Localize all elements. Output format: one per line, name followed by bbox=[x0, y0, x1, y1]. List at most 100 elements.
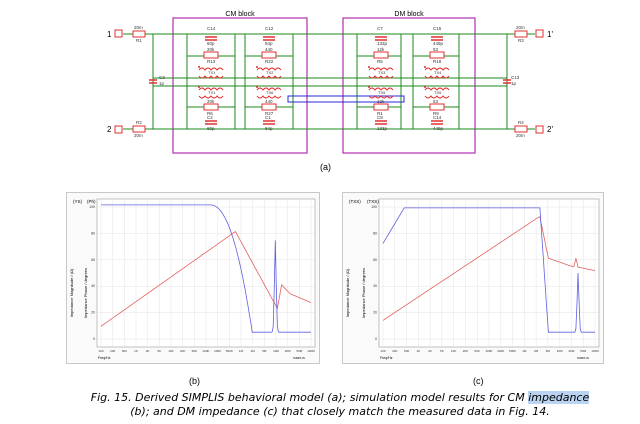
port-1-label: 1 bbox=[107, 30, 112, 39]
figure-c-label: (c) bbox=[473, 376, 484, 386]
plot-b-corner: SIMPLIS bbox=[293, 356, 305, 360]
coupling-link bbox=[287, 95, 405, 103]
plot-c-x-tick: 500K bbox=[509, 349, 516, 353]
plot-c-panel: (TXS) (TXS) Impedance Magnitude / (Ω) Im… bbox=[342, 192, 604, 364]
plot-c-y-ticks: 100 80 60 40 20 0 bbox=[371, 205, 377, 341]
svg-text:R18: R18 bbox=[433, 59, 442, 64]
svg-text:20k: 20k bbox=[207, 47, 215, 52]
svg-text:TX6: TX6 bbox=[266, 90, 274, 95]
svg-text:C8: C8 bbox=[377, 115, 383, 120]
r-out-top-value: 20m bbox=[516, 25, 525, 30]
plot-c-y-tick: 100 bbox=[371, 205, 377, 209]
svg-text:12k: 12k bbox=[377, 47, 385, 52]
plot-b-x-tick: 200K bbox=[214, 349, 221, 353]
plot-c-x-tick: 2K bbox=[428, 349, 432, 353]
cm-block-title: CM block bbox=[225, 11, 255, 18]
svg-text:440: 440 bbox=[265, 47, 273, 52]
plot-b-x-tick: 2K bbox=[146, 349, 150, 353]
plot-b-x-tick: 100K bbox=[202, 349, 209, 353]
figure-b-label: (b) bbox=[189, 376, 200, 386]
plot-b-y-left-axis: Impedance Magnitude / (Ω) bbox=[69, 268, 74, 317]
plot-b-y-left-unit: (YS) bbox=[73, 199, 83, 204]
plot-b-x-tick: 500 bbox=[122, 349, 127, 353]
svg-text:TX1: TX1 bbox=[208, 90, 216, 95]
port-2p-terminal bbox=[535, 125, 544, 134]
plot-b-x-unit: Freq/Hz bbox=[98, 356, 111, 360]
schematic-diagram: CM block DM block 1 2 1' 2' bbox=[107, 11, 553, 154]
plot-c-x-tick: 100M bbox=[591, 349, 599, 353]
plot-b-x-tick: 10K bbox=[168, 349, 173, 353]
plot-b-y-right-unit: (Ph) bbox=[87, 199, 96, 204]
wires bbox=[123, 33, 535, 130]
plot-c-x-ticks: 100 200 500 1K 2K 5K 10K 20K 50K 100K 200K 500K 1M 2M… bbox=[380, 349, 599, 353]
plot-c-phase-curve bbox=[382, 207, 595, 333]
svg-text:84p: 84p bbox=[265, 41, 273, 46]
port-2-terminal bbox=[114, 125, 123, 134]
plot-c-y-left-unit: (TXS) bbox=[349, 199, 361, 204]
plot-b-x-ticks: 100 200 500 1K 2K 5K 10K 20K 50K 100K 200K 500K 1M 2M… bbox=[98, 349, 315, 353]
svg-text:R1: R1 bbox=[377, 111, 383, 116]
svg-text:TX2: TX2 bbox=[266, 70, 274, 75]
svg-text:TX3: TX3 bbox=[378, 70, 386, 75]
plot-b-x-tick: 50M bbox=[296, 349, 302, 353]
plot-b-y-tick: 0 bbox=[93, 337, 95, 341]
svg-text:53: 53 bbox=[433, 47, 439, 52]
plot-b-y-ticks: 100 80 60 40 20 0 bbox=[89, 205, 95, 341]
svg-text:R6: R6 bbox=[207, 111, 213, 116]
block-cells: C1460p20kR13TX1C1284p440R22TX2TX120kR6C2… bbox=[198, 26, 450, 131]
plot-c-x-tick: 500 bbox=[404, 349, 409, 353]
plot-c-x-tick: 5K bbox=[440, 349, 444, 353]
r-in-top bbox=[132, 30, 146, 38]
plot-b-x-tick: 100 bbox=[98, 349, 103, 353]
plot-b-y-tick: 80 bbox=[91, 231, 95, 235]
plot-c-x-tick: 50M bbox=[580, 349, 586, 353]
port-1p-terminal bbox=[535, 29, 544, 38]
plot-b-magnitude-curve bbox=[100, 231, 312, 327]
svg-text:440: 440 bbox=[265, 99, 273, 104]
svg-text:449p: 449p bbox=[433, 126, 444, 131]
plot-b-x-tick: 1M bbox=[239, 349, 244, 353]
plot-b-y-tick: 20 bbox=[91, 311, 95, 315]
svg-text:84p: 84p bbox=[265, 126, 273, 131]
plot-c-y-left-axis: Impedance Magnitude / (Ω) bbox=[345, 268, 350, 317]
r-in-bot-name: R2 bbox=[136, 120, 142, 125]
dm-block-title: DM block bbox=[394, 11, 424, 18]
plot-b-y-tick: 40 bbox=[91, 284, 95, 288]
plot-c-x-tick: 20M bbox=[569, 349, 575, 353]
plot-b-x-tick: 5K bbox=[157, 349, 161, 353]
svg-text:C12: C12 bbox=[265, 26, 274, 31]
plot-c-x-unit: Freq/Hz bbox=[380, 356, 393, 360]
r-in-bottom bbox=[132, 125, 146, 133]
plot-b-x-tick: 100M bbox=[307, 349, 315, 353]
plot-c-y-tick: 20 bbox=[373, 311, 377, 315]
port-1-terminal bbox=[114, 29, 123, 38]
plot-c-x-tick: 100K bbox=[485, 349, 492, 353]
r-out-top bbox=[514, 30, 528, 38]
plot-c-x-tick: 10K bbox=[451, 349, 456, 353]
plot-b-phase-curve bbox=[101, 204, 311, 333]
svg-text:TX1: TX1 bbox=[208, 70, 216, 75]
plot-c-x-tick: 5M bbox=[546, 349, 551, 353]
c-left-value: 1p bbox=[159, 81, 165, 86]
svg-text:TX4: TX4 bbox=[434, 70, 442, 75]
caption-part-2: (b); and DM impedance (c) that closely m… bbox=[130, 405, 550, 418]
r-out-bot-value: 20m bbox=[516, 133, 525, 138]
r-out-top-name: R3 bbox=[518, 38, 524, 43]
svg-text:C2: C2 bbox=[207, 115, 213, 120]
plot-c-y-right-axis: Impedance Phase / degrees bbox=[361, 268, 366, 318]
plot-c-x-tick: 10M bbox=[557, 349, 563, 353]
svg-text:53: 53 bbox=[433, 99, 439, 104]
svg-text:133p: 133p bbox=[377, 41, 388, 46]
svg-text:R27: R27 bbox=[265, 111, 274, 116]
r-in-top-value: 20m bbox=[134, 25, 143, 30]
svg-text:60p: 60p bbox=[207, 41, 215, 46]
svg-text:C1: C1 bbox=[265, 115, 271, 120]
plot-b-x-tick: 50K bbox=[192, 349, 197, 353]
plot-c-y-tick: 0 bbox=[375, 337, 377, 341]
figure-a-label: (a) bbox=[320, 162, 331, 172]
svg-text:12k: 12k bbox=[377, 99, 385, 104]
